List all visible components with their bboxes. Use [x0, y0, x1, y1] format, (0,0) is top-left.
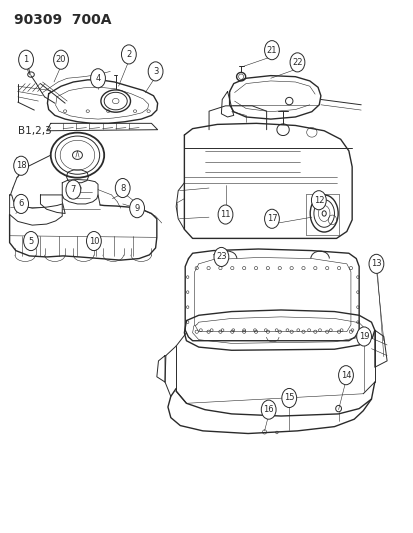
Text: 3: 3 — [152, 67, 158, 76]
Circle shape — [14, 195, 28, 214]
Text: 16: 16 — [263, 405, 273, 414]
Circle shape — [281, 389, 296, 408]
Text: 5: 5 — [28, 237, 33, 246]
Text: 20: 20 — [56, 55, 66, 64]
Circle shape — [148, 62, 163, 81]
Circle shape — [356, 327, 370, 346]
Circle shape — [24, 231, 38, 251]
Text: 18: 18 — [16, 161, 26, 170]
Circle shape — [311, 191, 325, 210]
Text: 8: 8 — [120, 183, 125, 192]
Circle shape — [129, 199, 144, 217]
Text: B1,2,3: B1,2,3 — [18, 126, 52, 136]
Circle shape — [261, 400, 275, 419]
Circle shape — [90, 69, 105, 88]
Text: 90309  700A: 90309 700A — [14, 13, 111, 27]
Circle shape — [54, 50, 68, 69]
Text: 13: 13 — [370, 260, 381, 268]
Circle shape — [14, 156, 28, 175]
Circle shape — [264, 209, 279, 228]
Text: 6: 6 — [19, 199, 24, 208]
Text: 17: 17 — [266, 214, 277, 223]
Text: 21: 21 — [266, 46, 277, 55]
Circle shape — [214, 247, 228, 266]
Text: 22: 22 — [292, 58, 302, 67]
Circle shape — [338, 366, 353, 385]
Circle shape — [264, 41, 279, 60]
Circle shape — [121, 45, 136, 64]
Text: 14: 14 — [340, 370, 350, 379]
Circle shape — [115, 179, 130, 198]
Text: 10: 10 — [88, 237, 99, 246]
Text: 23: 23 — [216, 253, 226, 262]
Circle shape — [66, 180, 81, 199]
Circle shape — [368, 254, 383, 273]
Text: 19: 19 — [358, 332, 368, 341]
Text: 4: 4 — [95, 74, 100, 83]
Circle shape — [86, 231, 101, 251]
Text: 9: 9 — [134, 204, 139, 213]
Text: 12: 12 — [313, 196, 323, 205]
Text: 7: 7 — [71, 185, 76, 194]
Circle shape — [218, 205, 233, 224]
Circle shape — [290, 53, 304, 72]
Text: 1: 1 — [24, 55, 28, 64]
Circle shape — [19, 50, 33, 69]
Text: 2: 2 — [126, 50, 131, 59]
Text: 11: 11 — [220, 210, 230, 219]
Text: 15: 15 — [283, 393, 294, 402]
